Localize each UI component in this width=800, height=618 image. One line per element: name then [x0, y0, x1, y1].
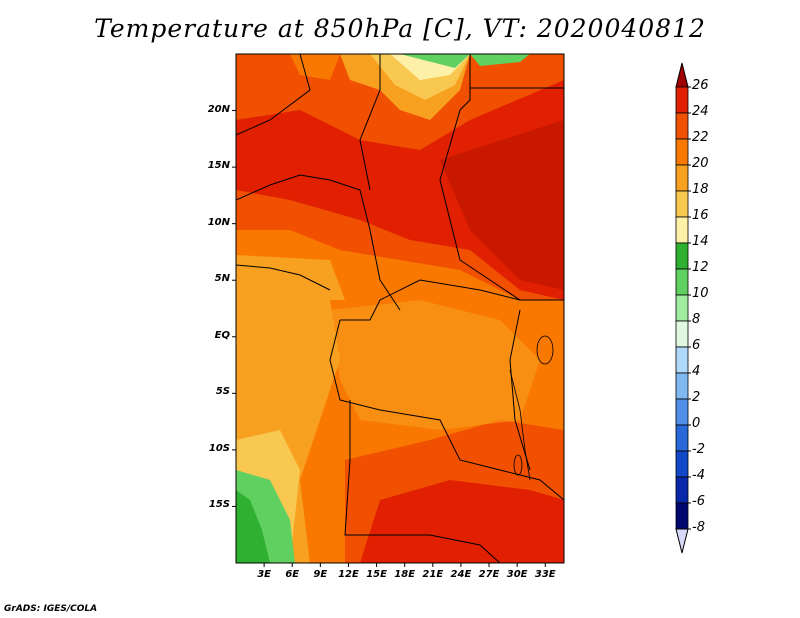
colorbar-label: 2 — [692, 390, 701, 405]
map-frame — [235, 53, 565, 564]
temperature-field — [236, 54, 564, 563]
map-title: Temperature at 850hPa [C], VT: 202004081… — [94, 14, 706, 43]
lat-label: EQ — [214, 329, 230, 341]
colorbar-label: 4 — [692, 364, 701, 379]
colorbar-label: -6 — [692, 494, 705, 509]
lat-label: 20N — [207, 103, 230, 115]
colorbar-swatch — [675, 372, 689, 400]
colorbar-swatch — [675, 242, 689, 270]
colorbar-swatch — [675, 86, 689, 114]
lon-ticks — [263, 563, 546, 567]
lon-label: 15E — [366, 569, 387, 580]
lat-label: 15S — [208, 499, 230, 511]
lat-ticks — [232, 110, 236, 507]
colorbar-label: 16 — [692, 208, 709, 223]
colorbar-swatch — [675, 346, 689, 374]
colorbar-label: 22 — [692, 130, 709, 145]
colorbar-swatch — [675, 190, 689, 218]
colorbar-swatch — [675, 502, 689, 530]
colorbar-label: 14 — [692, 234, 709, 249]
colorbar-label: 8 — [692, 312, 701, 327]
colorbar-label: 24 — [692, 104, 709, 119]
colorbar-label: -8 — [692, 520, 705, 535]
lon-label: 12E — [338, 569, 359, 580]
lon-label: 27E — [478, 569, 500, 580]
lat-label: 10S — [208, 442, 230, 454]
colorbar-label: 6 — [692, 338, 701, 353]
colorbar-swatch — [675, 164, 689, 192]
colorbar-swatch — [675, 268, 689, 296]
colorbar-swatch — [675, 138, 689, 166]
colorbar-label: 0 — [692, 416, 701, 431]
colorbar-swatch — [675, 424, 689, 452]
lon-label: 3E — [257, 569, 271, 580]
lon-label: 18E — [394, 569, 416, 580]
lon-label: 9E — [313, 569, 328, 580]
colorbar-bottom-arrow — [675, 528, 689, 554]
colorbar-label: 18 — [692, 182, 709, 197]
colorbar-swatch — [675, 450, 689, 478]
lon-label: 33E — [534, 569, 556, 580]
lat-label: 5N — [214, 273, 230, 285]
colorbar-swatch — [675, 216, 689, 244]
colorbar-swatch — [675, 476, 689, 504]
lat-label: 10N — [207, 216, 230, 228]
colorbar-swatch — [675, 398, 689, 426]
lat-label: 15N — [207, 160, 230, 172]
colorbar — [675, 62, 691, 554]
lon-label: 21E — [422, 569, 444, 580]
colorbar-swatch — [675, 320, 689, 348]
colorbar-label: 12 — [692, 260, 709, 275]
colorbar-label: 20 — [692, 156, 709, 171]
lon-label: 24E — [450, 569, 472, 580]
lon-label: 6E — [285, 569, 300, 580]
colorbar-label: -4 — [692, 468, 705, 483]
colorbar-label: 10 — [692, 286, 709, 301]
colorbar-label: -2 — [692, 442, 705, 457]
colorbar-label: 26 — [692, 78, 709, 93]
colorbar-top-arrow — [675, 62, 689, 88]
lon-label: 30E — [506, 569, 528, 580]
lat-label: 5S — [215, 386, 230, 398]
colorbar-swatch — [675, 294, 689, 322]
colorbar-swatch — [675, 112, 689, 140]
credit-text: GrADS: IGES/COLA — [4, 604, 98, 614]
